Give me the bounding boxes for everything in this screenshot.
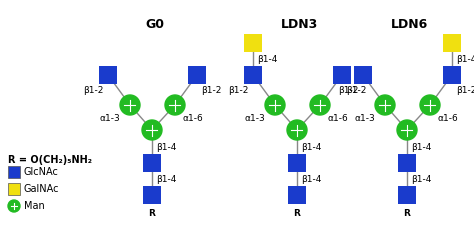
Text: β1-4: β1-4 [156, 142, 176, 151]
Text: α1-3: α1-3 [354, 114, 375, 123]
Text: GlcNAc: GlcNAc [24, 167, 59, 177]
FancyBboxPatch shape [244, 66, 262, 84]
FancyBboxPatch shape [443, 34, 461, 52]
Text: β1-2: β1-2 [346, 85, 366, 95]
Circle shape [120, 95, 140, 115]
Text: β1-2: β1-2 [338, 85, 359, 95]
FancyBboxPatch shape [354, 66, 372, 84]
FancyBboxPatch shape [8, 166, 20, 178]
Circle shape [142, 120, 162, 140]
Text: β1-4: β1-4 [156, 175, 176, 184]
Text: β1-4: β1-4 [257, 55, 277, 63]
FancyBboxPatch shape [188, 66, 206, 84]
FancyBboxPatch shape [398, 186, 416, 204]
Text: R = O(CH₂)₅NH₂: R = O(CH₂)₅NH₂ [8, 155, 92, 165]
Text: Man: Man [24, 201, 45, 211]
FancyBboxPatch shape [288, 186, 306, 204]
Circle shape [420, 95, 440, 115]
Text: LDN3: LDN3 [282, 18, 319, 31]
Text: α1-3: α1-3 [99, 114, 120, 123]
Text: β1-2: β1-2 [201, 85, 221, 95]
Text: β1-4: β1-4 [411, 142, 431, 151]
FancyBboxPatch shape [398, 154, 416, 172]
Text: β1-4: β1-4 [411, 175, 431, 184]
Text: α1-6: α1-6 [328, 114, 349, 123]
Circle shape [375, 95, 395, 115]
Text: LDN6: LDN6 [392, 18, 428, 31]
Text: β1-2: β1-2 [228, 85, 249, 95]
Text: β1-2: β1-2 [456, 85, 474, 95]
FancyBboxPatch shape [8, 183, 20, 195]
Text: β1-2: β1-2 [83, 85, 104, 95]
FancyBboxPatch shape [99, 66, 117, 84]
FancyBboxPatch shape [143, 154, 161, 172]
Circle shape [310, 95, 330, 115]
Circle shape [8, 200, 20, 212]
FancyBboxPatch shape [443, 66, 461, 84]
Text: β1-4: β1-4 [301, 142, 321, 151]
Circle shape [397, 120, 417, 140]
Text: α1-6: α1-6 [183, 114, 204, 123]
FancyBboxPatch shape [288, 154, 306, 172]
Text: α1-3: α1-3 [244, 114, 265, 123]
Circle shape [165, 95, 185, 115]
Text: β1-4: β1-4 [456, 55, 474, 63]
Text: R: R [293, 208, 301, 217]
Text: β1-4: β1-4 [301, 175, 321, 184]
FancyBboxPatch shape [333, 66, 351, 84]
Text: G0: G0 [146, 18, 164, 31]
FancyBboxPatch shape [244, 34, 262, 52]
FancyBboxPatch shape [143, 186, 161, 204]
Circle shape [287, 120, 307, 140]
Text: R: R [148, 208, 155, 217]
Text: α1-6: α1-6 [438, 114, 459, 123]
Circle shape [265, 95, 285, 115]
Text: GalNAc: GalNAc [24, 184, 60, 194]
Text: R: R [403, 208, 410, 217]
